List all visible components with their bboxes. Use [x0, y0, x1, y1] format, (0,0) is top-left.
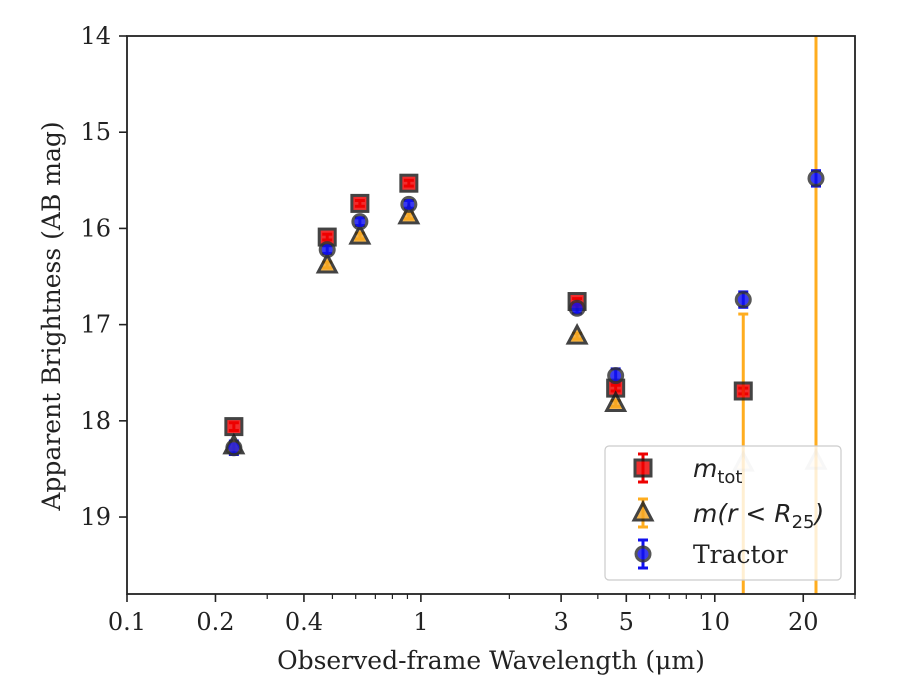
legend-marker-circle: [634, 545, 652, 563]
x-tick-label: 0.2: [196, 608, 234, 636]
x-tick-label: 0.4: [285, 608, 323, 636]
x-tick-label: 1: [413, 608, 428, 636]
marker-circle-s2-p5: [607, 367, 625, 385]
axes: 0.1 0.2 0.4 1 3 5 10 20 14 15 16 17 18 19: [80, 22, 856, 636]
marker-triangle-s1-p5: [604, 390, 628, 413]
y-axis-label: Apparent Brightness (AB mag): [37, 121, 66, 511]
x-tick-label: 0.1: [108, 608, 146, 636]
marker-circle-s2-p2: [351, 213, 369, 231]
marker-triangle-s1-p2: [348, 222, 372, 245]
legend-box: [604, 445, 842, 581]
marker-circle-s2-p3: [400, 195, 418, 213]
y-tick-label: 18: [80, 407, 111, 435]
marker-circle-s2-p7: [807, 169, 825, 187]
y-tick-label: 14: [80, 22, 111, 50]
marker-square-s0-p3: [399, 173, 419, 193]
marker-circle-s2-p0: [225, 439, 243, 457]
legend-label-1: m(r < R25): [693, 499, 824, 533]
legend-label-2: Tractor: [693, 540, 788, 569]
legend-label-0: mtot: [693, 454, 743, 488]
legend-marker-square: [633, 458, 653, 478]
marker-square-s0-p6: [733, 381, 753, 401]
marker-square-s0-p0: [224, 417, 244, 437]
marker-triangle-s1-p3: [397, 202, 421, 225]
legend-marker-triangle: [631, 499, 655, 522]
x-tick-label: 5: [619, 608, 634, 636]
marker-triangle-s1-p1: [315, 251, 339, 274]
x-tick-label: 20: [788, 608, 819, 636]
x-tick-label: 10: [700, 608, 731, 636]
y-tick-label: 16: [80, 214, 111, 242]
legend: mtot m(r < R25) Tractor: [604, 445, 842, 581]
y-tick-label: 19: [80, 503, 111, 531]
y-tick-label: 15: [80, 118, 111, 146]
x-axis-label: Observed-frame Wavelength (μm): [277, 646, 705, 675]
marker-circle-s2-p1: [318, 241, 336, 259]
marker-circle-s2-p6: [734, 291, 752, 309]
axes-frame: [126, 35, 856, 595]
y-tick-label: 17: [80, 311, 111, 339]
marker-circle-s2-p4: [568, 299, 586, 317]
marker-square-s0-p2: [350, 193, 370, 213]
x-tick-label: 3: [553, 608, 568, 636]
marker-triangle-s1-p4: [565, 322, 589, 345]
